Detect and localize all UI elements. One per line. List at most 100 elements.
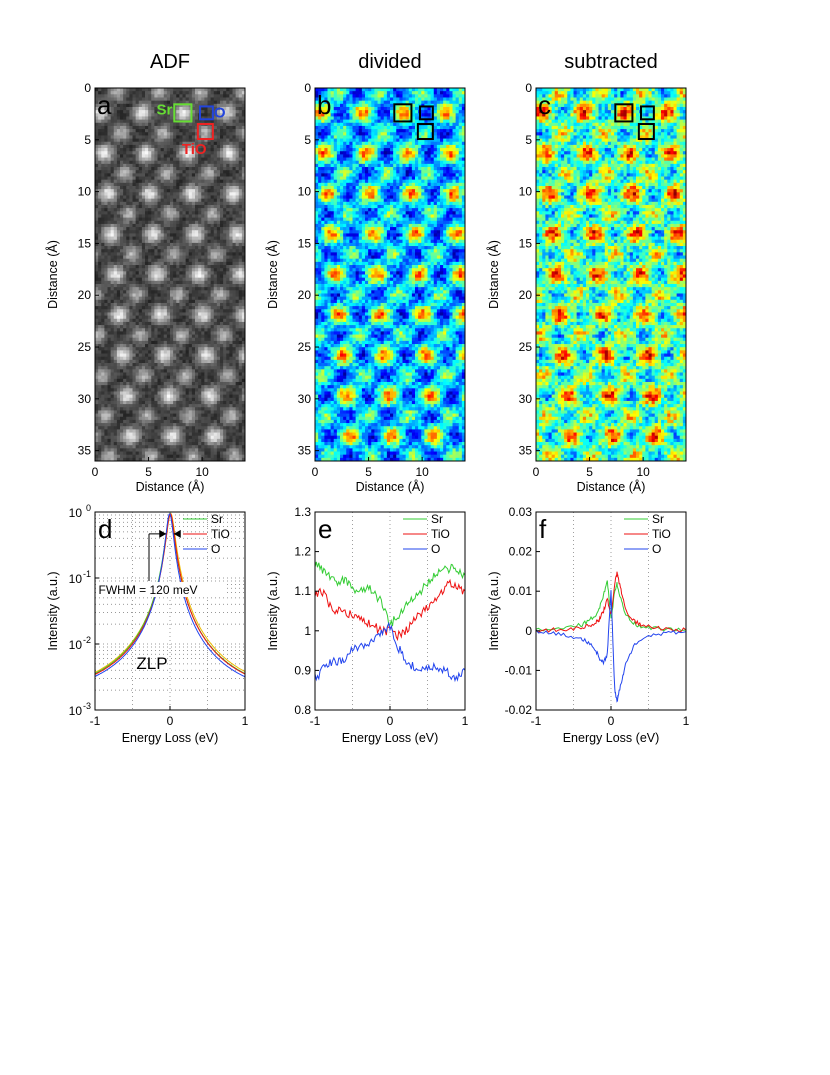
heatmap-cell	[188, 407, 193, 411]
heatmap-cell	[213, 283, 218, 288]
heatmap-cell	[141, 239, 146, 244]
heatmap-cell	[207, 214, 212, 218]
heatmap-cell	[241, 375, 246, 380]
heatmap-cell	[160, 391, 165, 396]
heatmap-cell	[163, 217, 168, 222]
heatmap-cell	[141, 204, 146, 209]
heatmap-cell	[120, 97, 124, 102]
heatmap-cell	[135, 344, 140, 348]
heatmap-cell	[157, 113, 162, 117]
heatmap-cell	[98, 378, 102, 383]
heatmap-cell	[201, 223, 205, 228]
heatmap-cell	[148, 353, 152, 358]
heatmap-cell	[226, 246, 230, 250]
heatmap-cell	[160, 151, 165, 155]
heatmap-cell	[107, 249, 112, 253]
heatmap-cell	[176, 381, 180, 386]
heatmap-cell	[151, 201, 155, 206]
heatmap-cell	[185, 157, 190, 162]
heatmap-cell	[95, 236, 99, 241]
heatmap-cell	[232, 375, 237, 380]
heatmap-cell	[173, 176, 177, 181]
heatmap-cell	[126, 201, 130, 206]
heatmap-cell	[185, 129, 190, 133]
heatmap-cell	[113, 318, 118, 323]
heatmap-cell	[191, 265, 196, 269]
heatmap-cell	[145, 340, 149, 345]
heatmap-cell	[232, 372, 237, 377]
heatmap-cell	[229, 242, 233, 247]
heatmap-cell	[98, 170, 102, 174]
heatmap-cell	[235, 116, 240, 121]
heatmap-cell	[145, 223, 149, 228]
heatmap-cell	[123, 236, 127, 241]
heatmap-cell	[116, 277, 121, 282]
heatmap-cell	[195, 302, 199, 307]
heatmap-cell	[151, 94, 155, 98]
heatmap-cell	[185, 201, 190, 206]
heatmap-cell	[120, 167, 124, 171]
heatmap-cell	[207, 125, 212, 130]
heatmap-cell	[116, 182, 121, 187]
heatmap-cell	[113, 141, 118, 146]
heatmap-cell	[101, 182, 105, 187]
heatmap-cell	[141, 359, 146, 364]
heatmap-cell	[163, 170, 168, 174]
heatmap-cell	[210, 280, 215, 285]
heatmap-cell	[132, 381, 137, 386]
heatmap-cell	[129, 290, 133, 294]
heatmap-cell	[170, 88, 174, 92]
heatmap-cell	[210, 138, 215, 143]
heatmap-cell	[116, 328, 121, 332]
heatmap-cell	[176, 299, 180, 304]
heatmap-cell	[145, 148, 149, 152]
heatmap-cell	[216, 132, 221, 136]
heatmap-cell	[132, 347, 137, 351]
heatmap-cell	[141, 280, 146, 285]
heatmap-cell	[173, 271, 177, 275]
heatmap-cell	[210, 214, 215, 218]
heatmap-cell	[157, 201, 162, 206]
heatmap-cell	[229, 302, 233, 307]
heatmap-cell	[229, 363, 233, 367]
heatmap-cell	[154, 328, 158, 332]
heatmap-cell	[104, 375, 108, 380]
heatmap-cell	[182, 350, 187, 354]
heatmap-cell	[110, 88, 115, 92]
heatmap-cell	[110, 366, 115, 370]
heatmap-cell	[195, 236, 199, 241]
heatmap-cell	[157, 138, 162, 143]
heatmap-cell	[154, 148, 158, 152]
heatmap-cell	[113, 97, 118, 102]
heatmap-cell	[213, 363, 218, 367]
heatmap-cell	[213, 94, 218, 98]
heatmap-cell	[191, 290, 196, 294]
heatmap-cell	[129, 103, 133, 108]
heatmap-cell	[235, 306, 240, 310]
heatmap-cell	[135, 88, 140, 92]
heatmap-cell	[216, 261, 221, 266]
heatmap-cell	[235, 103, 240, 108]
heatmap-cell	[182, 141, 187, 146]
heatmap-cell	[104, 325, 108, 329]
heatmap-cell	[238, 230, 243, 234]
heatmap-cell	[176, 347, 180, 351]
heatmap-cell	[138, 157, 143, 162]
heatmap-cell	[148, 255, 152, 260]
heatmap-cell	[129, 163, 133, 168]
heatmap-cell	[195, 211, 199, 215]
heatmap-cell	[107, 160, 112, 165]
heatmap-cell	[198, 363, 202, 367]
heatmap-cell	[204, 151, 208, 155]
heatmap-cell	[210, 208, 215, 212]
heatmap-cell	[163, 249, 168, 253]
heatmap-cell	[201, 394, 205, 399]
heatmap-cell	[129, 287, 133, 291]
heatmap-cell	[191, 325, 196, 329]
heatmap-cell	[226, 179, 230, 184]
heatmap-cell	[235, 340, 240, 345]
heatmap-cell	[132, 293, 137, 298]
heatmap-cell	[220, 268, 224, 272]
heatmap-cell	[170, 135, 174, 139]
heatmap-cell	[163, 274, 168, 279]
